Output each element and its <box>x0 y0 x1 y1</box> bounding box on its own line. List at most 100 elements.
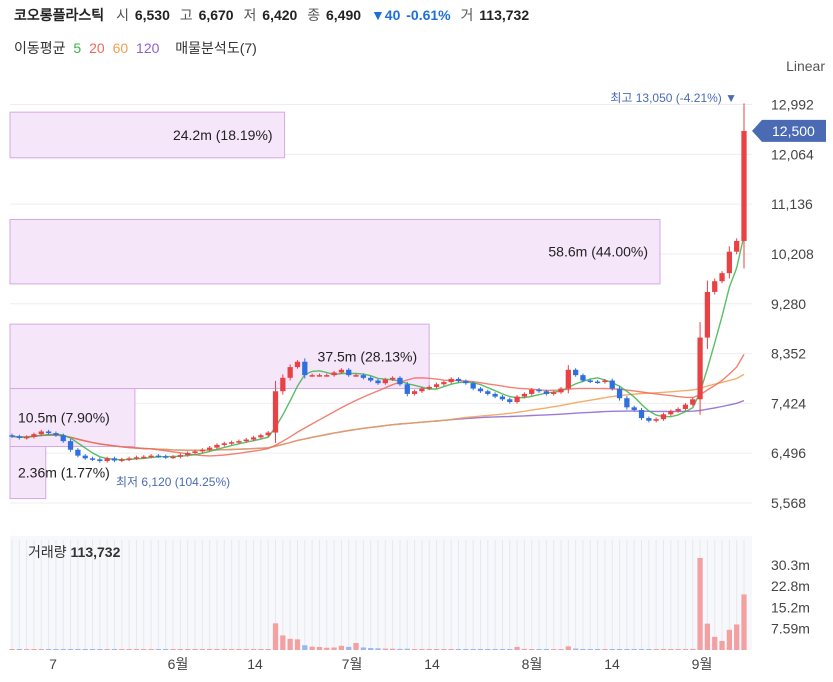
volume-value: 113,732 <box>479 7 530 23</box>
volume-bar <box>236 649 242 650</box>
ma120-label[interactable]: 120 <box>136 40 160 56</box>
volume-bar <box>346 646 352 650</box>
y-axis-tick-label: 9,280 <box>771 296 806 312</box>
volume-bar <box>375 648 381 650</box>
candle-body <box>441 382 447 385</box>
low-label: 저 <box>243 7 257 23</box>
volume-bar <box>609 649 615 650</box>
candle-body <box>368 377 374 381</box>
candle-body <box>9 435 15 437</box>
volume-bar <box>646 649 652 650</box>
candle-body <box>448 378 454 383</box>
volume-bar <box>675 649 681 650</box>
close-label: 종 <box>307 7 321 23</box>
high-price-annotation: 최고 13,050 (-4.21%) ▼ <box>610 91 737 105</box>
volume-bar <box>433 649 440 650</box>
candle-body <box>397 377 403 385</box>
candle-body <box>594 381 601 384</box>
candle-body <box>616 388 623 399</box>
candle-body <box>207 447 213 450</box>
volume-bar <box>521 648 528 650</box>
candle-body <box>573 369 579 376</box>
volume-bar <box>477 649 484 650</box>
candle-body <box>353 375 359 377</box>
stock-name: 코오롱플라스틱 <box>14 7 105 23</box>
candle-body <box>390 377 396 380</box>
candle-body <box>104 458 110 462</box>
candle-body <box>236 441 242 443</box>
volume-bar <box>602 649 608 650</box>
volume-bar <box>360 647 366 650</box>
x-axis-tick-label: 8월 <box>522 656 543 672</box>
volume-bar <box>177 649 183 650</box>
candle-body <box>382 379 388 384</box>
candle-body <box>514 396 520 402</box>
candle-body <box>433 384 440 387</box>
candle-body <box>324 375 330 377</box>
volume-bar <box>580 649 586 650</box>
volume-profile-label[interactable]: 매물분석도(7) <box>175 40 257 56</box>
volume-bar <box>660 649 667 650</box>
candle-body <box>587 380 593 383</box>
ma5-label[interactable]: 5 <box>73 40 82 56</box>
candle-body <box>638 410 645 419</box>
volume-bar <box>353 642 359 650</box>
change-value: ▼40 <box>370 7 401 23</box>
volume-panel-background <box>10 536 752 650</box>
candle-body <box>272 391 279 433</box>
volume-bar <box>228 649 235 650</box>
y-axis-tick-label: 7,424 <box>771 395 806 411</box>
volume-bar <box>272 623 279 650</box>
volume-bar <box>199 649 205 650</box>
ma60-label[interactable]: 60 <box>112 40 129 56</box>
candle-body <box>470 383 476 389</box>
candle-body <box>360 375 366 378</box>
x-axis-tick-label: 6월 <box>168 656 189 672</box>
candle-body <box>177 455 183 457</box>
candle-body <box>148 455 154 458</box>
volume-bar <box>653 649 659 650</box>
candle-body <box>170 456 176 459</box>
volume-panel-title: 거래량 <box>28 544 67 560</box>
candle-body <box>558 388 564 393</box>
volume-bar <box>499 649 506 650</box>
candle-body <box>646 418 652 421</box>
indicator-legend: 이동평균 5 20 60 120 매물분석도(7) <box>14 38 261 58</box>
volume-bar <box>682 649 689 650</box>
volume-bar <box>111 649 118 650</box>
candle-body <box>499 396 506 400</box>
volume-bar <box>265 649 271 650</box>
candle-body <box>338 369 345 373</box>
candle-body <box>521 393 528 397</box>
candle-body <box>631 407 637 411</box>
candle-body <box>67 441 74 450</box>
candle-body <box>192 451 198 453</box>
candle-body <box>316 375 323 377</box>
volume-profile-label: 58.6m (44.00%) <box>548 244 648 260</box>
x-axis-tick-label: 14 <box>604 656 620 672</box>
volume-bar <box>390 648 396 650</box>
volume-bar <box>9 649 15 650</box>
volume-bar <box>126 649 132 650</box>
candle-body <box>294 361 301 368</box>
candle-body <box>463 381 469 384</box>
candle-body <box>24 436 30 439</box>
volume-profile-label: 24.2m (18.19%) <box>173 127 273 143</box>
low-price-annotation: 최저 6,120 (104.25%) <box>116 475 230 489</box>
candle-body <box>38 431 44 435</box>
volume-bar <box>551 649 557 650</box>
moving-average-label[interactable]: 이동평균 <box>14 40 66 56</box>
candle-body <box>477 388 484 392</box>
volume-bar <box>221 649 227 650</box>
volume-bar <box>536 649 542 650</box>
ma20-label[interactable]: 20 <box>89 40 105 56</box>
volume-axis-tick-label: 30.3m <box>771 557 810 573</box>
candle-body <box>690 399 696 405</box>
x-axis-tick-label: 9월 <box>692 656 713 672</box>
scale-mode-toggle[interactable]: Linear <box>786 58 825 74</box>
volume-bar <box>690 648 696 650</box>
candle-body <box>719 273 725 282</box>
volume-bar <box>594 649 601 650</box>
open-label: 시 <box>116 7 129 23</box>
